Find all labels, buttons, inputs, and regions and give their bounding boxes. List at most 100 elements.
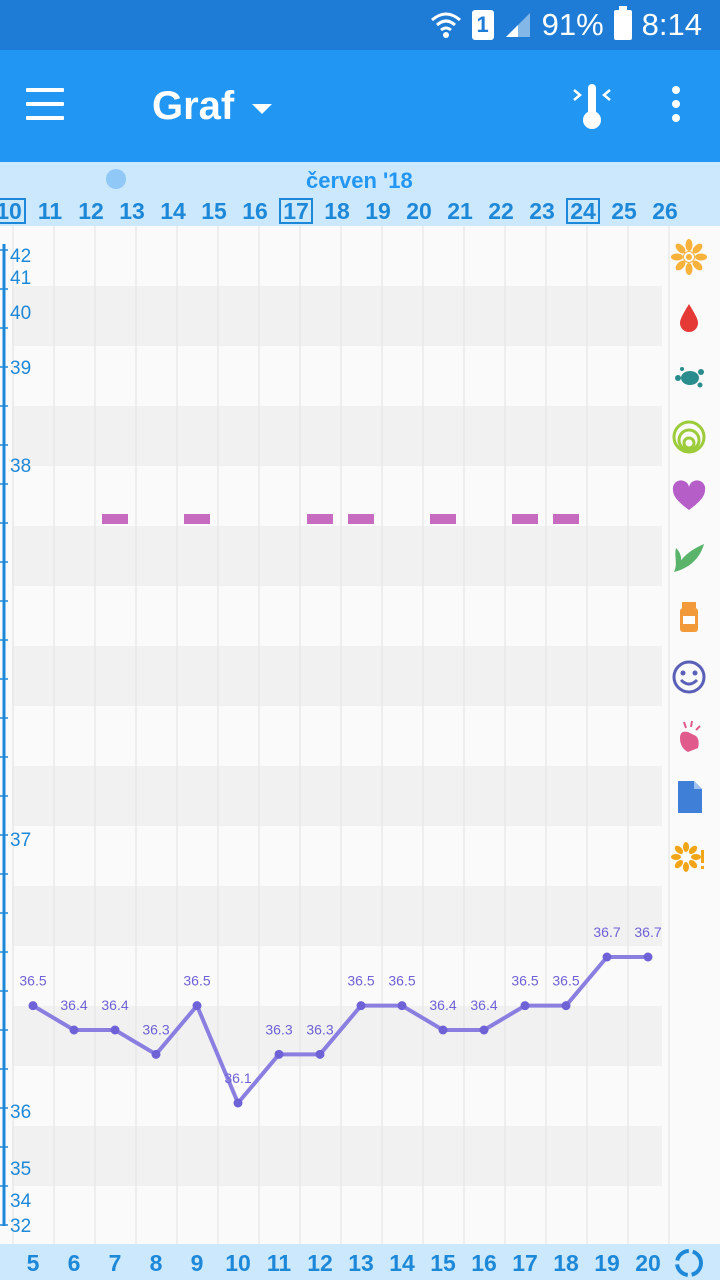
cycle-day-label: 16 bbox=[471, 1250, 497, 1276]
wifi-icon bbox=[430, 12, 461, 38]
heart-icon[interactable] bbox=[670, 478, 708, 516]
cycle-day-label: 20 bbox=[635, 1250, 661, 1276]
date-day[interactable]: 18 bbox=[324, 198, 350, 224]
date-day[interactable]: 13 bbox=[119, 198, 145, 224]
sim-icon: 1 bbox=[471, 10, 494, 40]
temperature-point[interactable] bbox=[356, 1001, 366, 1011]
temperature-label: 36.4 bbox=[60, 997, 87, 1013]
cycle-day-label: 5 bbox=[26, 1250, 40, 1276]
temperature-point[interactable] bbox=[233, 1098, 243, 1108]
temperature-point[interactable] bbox=[520, 1001, 530, 1011]
temperature-point[interactable] bbox=[28, 1001, 38, 1011]
symptom-marker bbox=[430, 514, 456, 524]
date-day[interactable]: 17 bbox=[279, 198, 313, 224]
temperature-point[interactable] bbox=[561, 1001, 571, 1011]
temperature-point[interactable] bbox=[274, 1049, 284, 1059]
grid-band bbox=[12, 286, 662, 346]
temperature-label: 36.7 bbox=[634, 924, 661, 940]
temperature-point[interactable] bbox=[479, 1025, 489, 1035]
date-day[interactable]: 14 bbox=[160, 198, 186, 224]
symptom-marker bbox=[512, 514, 538, 524]
menu-icon[interactable] bbox=[26, 88, 70, 124]
date-day[interactable]: 26 bbox=[652, 198, 678, 224]
date-day[interactable]: 16 bbox=[242, 198, 268, 224]
smiley-icon[interactable] bbox=[670, 658, 708, 696]
date-day[interactable]: 21 bbox=[447, 198, 473, 224]
y-tick-label: 39 bbox=[10, 358, 31, 379]
date-day[interactable]: 19 bbox=[365, 198, 391, 224]
battery-percent: 91% bbox=[541, 7, 604, 42]
temperature-point[interactable] bbox=[438, 1025, 448, 1035]
temperature-point[interactable] bbox=[397, 1001, 407, 1011]
page-title: Graf bbox=[152, 84, 235, 128]
temperature-label: 36.4 bbox=[101, 997, 128, 1013]
flower-alert-icon[interactable] bbox=[670, 838, 708, 876]
app-bar: Graf bbox=[0, 50, 720, 162]
thermometer-icon[interactable] bbox=[570, 82, 614, 132]
dropdown-caret-icon bbox=[252, 103, 273, 114]
grid-band bbox=[12, 406, 662, 466]
flower-icon[interactable] bbox=[670, 238, 708, 276]
temperature-point[interactable] bbox=[315, 1049, 325, 1059]
date-day[interactable]: 12 bbox=[78, 198, 104, 224]
date-day[interactable]: 24 bbox=[566, 198, 600, 224]
cycle-day-label: 14 bbox=[389, 1250, 415, 1276]
symptom-marker bbox=[102, 514, 128, 524]
splash-icon[interactable] bbox=[670, 358, 708, 396]
date-day[interactable]: 15 bbox=[201, 198, 227, 224]
symptom-marker bbox=[348, 514, 374, 524]
y-tick-label: 40 bbox=[10, 303, 31, 324]
overflow-menu-icon[interactable] bbox=[664, 86, 688, 130]
date-day[interactable]: 22 bbox=[488, 198, 514, 224]
pill-bottle-icon[interactable] bbox=[670, 598, 708, 636]
temperature-label: 36.5 bbox=[552, 973, 579, 989]
cycle-day-label: 13 bbox=[348, 1250, 374, 1276]
temperature-point[interactable] bbox=[602, 952, 612, 962]
grid-band bbox=[12, 526, 662, 586]
date-day[interactable]: 20 bbox=[406, 198, 432, 224]
date-day[interactable]: 11 bbox=[37, 198, 63, 224]
temperature-point[interactable] bbox=[110, 1025, 120, 1035]
today-dot bbox=[106, 169, 126, 189]
temperature-label: 36.3 bbox=[306, 1021, 333, 1037]
hand-icon[interactable] bbox=[670, 718, 708, 756]
temperature-point[interactable] bbox=[643, 952, 653, 962]
y-tick-label: 38 bbox=[10, 456, 31, 477]
y-tick-label: 35 bbox=[10, 1159, 31, 1180]
grid-band bbox=[12, 1126, 662, 1186]
temperature-point[interactable] bbox=[151, 1049, 161, 1059]
temperature-point[interactable] bbox=[192, 1001, 202, 1011]
temperature-label: 36.5 bbox=[183, 973, 210, 989]
temperature-label: 36.3 bbox=[265, 1021, 292, 1037]
y-tick-label: 42 bbox=[10, 246, 31, 267]
cycle-day-label: 12 bbox=[307, 1250, 333, 1276]
cycle-day-label: 19 bbox=[594, 1250, 620, 1276]
cycle-day-label: 10 bbox=[225, 1250, 251, 1276]
sync-icon[interactable] bbox=[672, 1246, 706, 1280]
status-bar: 1 91% 8:14 bbox=[0, 0, 720, 50]
temperature-point[interactable] bbox=[69, 1025, 79, 1035]
cervix-icon[interactable] bbox=[670, 418, 708, 456]
view-selector[interactable]: Graf bbox=[152, 84, 273, 129]
y-tick-label: 36 bbox=[10, 1102, 31, 1123]
cycle-day-axis: 5 6 7 8 9 10 11 12 13 14 15 16 17 18 19 20 bbox=[0, 1244, 720, 1280]
temperature-label: 36.5 bbox=[19, 973, 46, 989]
symptom-marker bbox=[184, 514, 210, 524]
y-tick-label: 34 bbox=[10, 1191, 32, 1212]
symptom-marker bbox=[307, 514, 333, 524]
signal-icon bbox=[505, 13, 530, 37]
cycle-day-label: 15 bbox=[430, 1250, 456, 1276]
blood-drop-icon[interactable] bbox=[670, 298, 708, 336]
temperature-label: 36.4 bbox=[429, 997, 456, 1013]
cycle-day-label: 17 bbox=[512, 1250, 538, 1276]
document-icon[interactable] bbox=[670, 778, 708, 816]
cycle-day-label: 9 bbox=[190, 1250, 204, 1276]
date-day[interactable]: 10 bbox=[0, 198, 26, 224]
leaf-icon[interactable] bbox=[670, 538, 708, 576]
date-day[interactable]: 23 bbox=[529, 198, 555, 224]
temperature-label: 36.7 bbox=[593, 924, 620, 940]
date-day[interactable]: 25 bbox=[611, 198, 637, 224]
y-tick-label: 37 bbox=[10, 830, 31, 851]
symptom-marker bbox=[553, 514, 579, 524]
